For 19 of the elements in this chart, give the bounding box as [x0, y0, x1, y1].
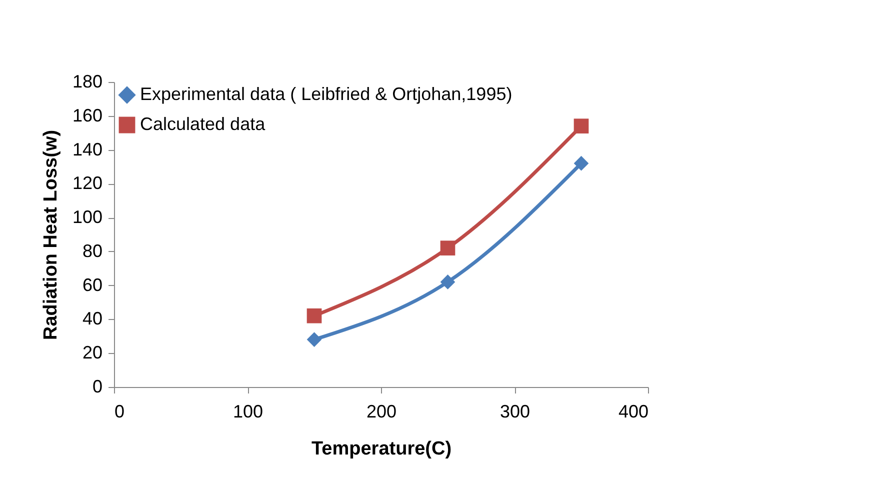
y-tick-label: 100	[72, 207, 102, 228]
y-axis-title: Radiation Heat Loss(w)	[40, 130, 62, 340]
y-tick-label: 140	[72, 139, 102, 160]
y-tick-label: 180	[72, 72, 102, 92]
y-tick-label: 80	[82, 240, 102, 261]
x-axis-title: Temperature(C)	[311, 438, 452, 460]
x-tick-label: 400	[618, 402, 648, 422]
x-tick-label: 200	[366, 402, 397, 422]
y-tick-label: 20	[82, 342, 102, 363]
y-tick-label: 120	[72, 173, 102, 194]
y-tick-label: 160	[72, 105, 102, 126]
y-tick-label: 40	[82, 308, 102, 329]
x-tick-label: 100	[232, 402, 264, 422]
legend-label: Experimental data ( Leibfried & Ortjohan,1995)	[140, 84, 512, 104]
x-tick-label: 0	[114, 402, 125, 422]
x-tick-label: 300	[500, 402, 530, 422]
y-tick-label: 60	[82, 274, 102, 295]
legend-label: Calculated data	[140, 114, 266, 134]
y-tick-label: 0	[92, 376, 102, 396]
